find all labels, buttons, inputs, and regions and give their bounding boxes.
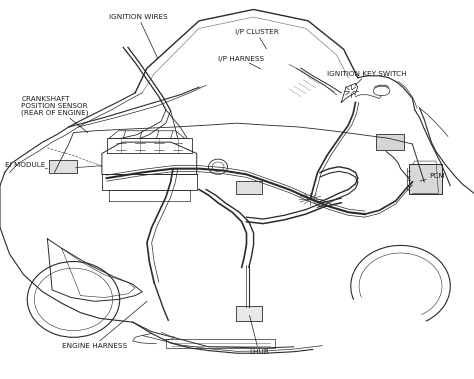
Text: I/P HARNESS: I/P HARNESS	[218, 56, 264, 69]
Text: I/P CLUSTER: I/P CLUSTER	[235, 29, 278, 49]
Text: IGNITION KEY SWITCH: IGNITION KEY SWITCH	[327, 71, 407, 85]
Text: LHUB: LHUB	[249, 315, 269, 355]
Text: PCM: PCM	[420, 173, 445, 181]
Text: EI MODULE: EI MODULE	[5, 162, 47, 169]
FancyBboxPatch shape	[236, 181, 262, 194]
FancyBboxPatch shape	[236, 306, 262, 321]
FancyBboxPatch shape	[49, 160, 77, 173]
Text: CRANKSHAFT
POSITION SENSOR
(REAR OF ENGINE): CRANKSHAFT POSITION SENSOR (REAR OF ENGI…	[21, 96, 89, 133]
FancyBboxPatch shape	[376, 134, 404, 150]
FancyBboxPatch shape	[409, 164, 442, 194]
Text: IGNITION WIRES: IGNITION WIRES	[109, 14, 168, 58]
Text: ENGINE HARNESS: ENGINE HARNESS	[62, 301, 147, 349]
